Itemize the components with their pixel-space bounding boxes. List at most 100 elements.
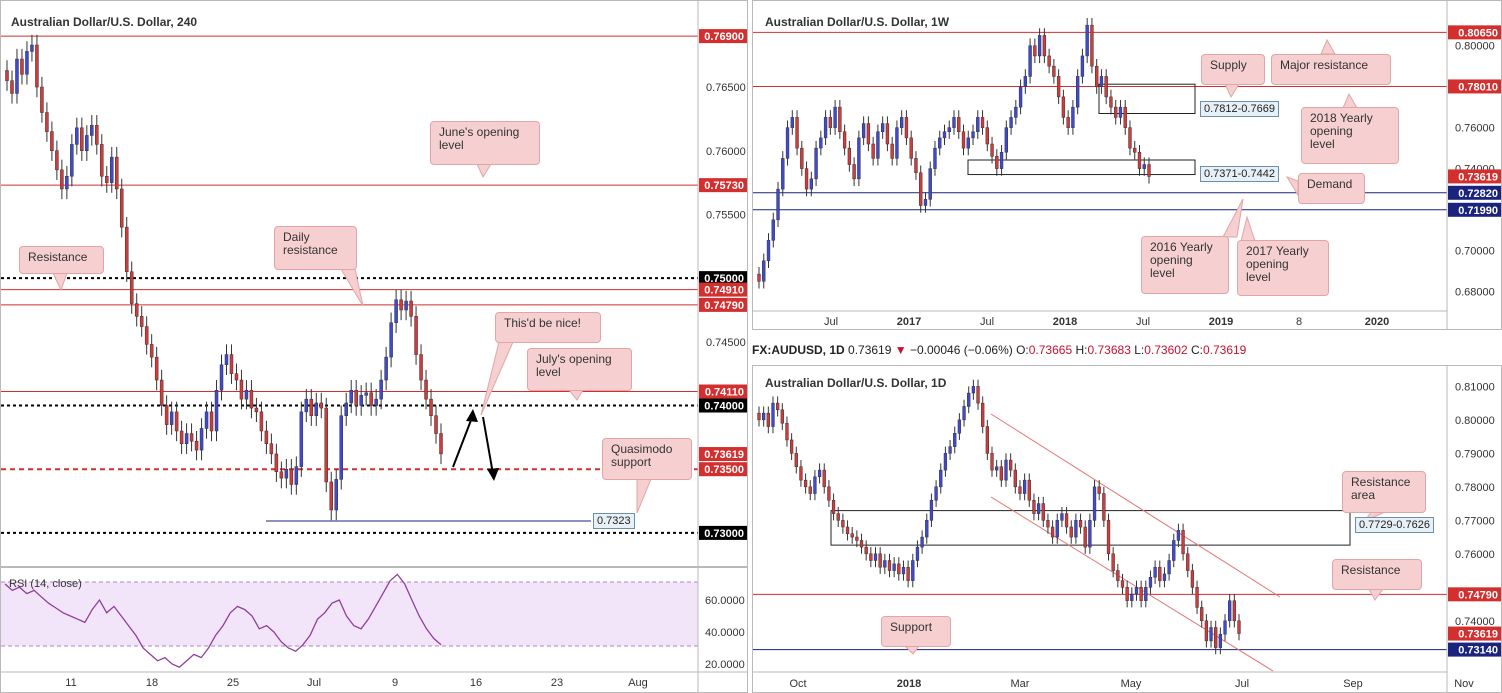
w-y-tick-label: 0.68000	[1455, 287, 1495, 299]
rsi-panel[interactable]: 60.0000 40.0000 20.0000 11 18 25 Jul 9 16 23 Aug …	[0, 567, 748, 693]
d-candle-body	[1116, 570, 1120, 581]
h4-candle-body	[299, 411, 304, 467]
july-open-pointer	[567, 389, 584, 401]
last-price: 0.73619	[848, 343, 892, 357]
d-candle-body	[808, 486, 812, 494]
d-x-tick-label: Mar	[1011, 678, 1030, 690]
w-candle-body	[800, 147, 804, 169]
h4-time-axis: 11 18 25 Jul 9 16 23 Aug	[65, 677, 648, 689]
h4-price-badge	[699, 447, 747, 462]
d-candle-body	[1013, 469, 1017, 488]
d-candle-body	[1027, 479, 1031, 501]
weekly-chart-panel[interactable]: 0.800000.780000.760000.740000.720000.700…	[752, 0, 1502, 330]
weekly-time-axis: Jul 2017 Jul 2018 Jul 2019 8 2020	[824, 316, 1389, 328]
h4-candle-body	[344, 402, 348, 416]
d-candle-body	[766, 412, 770, 427]
d-y-tick-label: 0.74000	[1455, 616, 1495, 628]
yearly-2016-callout: 2016 Yearly opening level	[1141, 236, 1229, 294]
h4-candle-body	[10, 80, 14, 94]
w-candle-body	[895, 127, 899, 159]
d-candle-body	[1092, 486, 1097, 521]
daily-chart-panel[interactable]: 0.81000 0.80000 0.79000 0.78000 0.77000 0.760…	[752, 365, 1502, 693]
w-price-badge	[1448, 79, 1501, 94]
w-candle-body	[838, 106, 842, 132]
h4-candle-body	[269, 443, 274, 455]
h4-price-badge-text: 0.73000	[704, 528, 744, 540]
d-y-tick-label: 0.78000	[1455, 482, 1495, 494]
d-candle-body	[985, 426, 989, 454]
d-candle-body	[1223, 620, 1227, 635]
resistance-callout: Resistance	[19, 246, 104, 274]
down-arrowhead	[487, 468, 499, 481]
d-candle-body	[957, 419, 962, 434]
d-candle-body	[1228, 600, 1232, 622]
d-candle-body	[1088, 520, 1092, 548]
h4-price-badge-text: 0.74110	[705, 387, 744, 399]
rsi-y-tick-label: 20.0000	[705, 659, 745, 671]
d-candle-body	[1162, 573, 1167, 581]
w-candle-body	[1033, 45, 1037, 57]
w-price-badge	[1448, 25, 1501, 40]
h4-chart-panel[interactable]: 0.76500 0.76000 0.75500 0.74500 0.76900 0.75…	[0, 0, 748, 567]
h4-candle-body	[284, 468, 289, 479]
d-candle-body	[1106, 520, 1111, 555]
h4-price-badge	[699, 384, 747, 399]
d-candle-body	[939, 469, 943, 488]
h4-candle-body	[164, 405, 169, 425]
w-candle-body	[1066, 117, 1070, 128]
w-candle-body	[919, 172, 923, 206]
h4-candle-body	[424, 379, 428, 400]
h4-price-badge	[699, 398, 747, 413]
d-candle-body	[822, 469, 826, 488]
h4-candle-body	[319, 402, 324, 409]
h4-candle-body	[169, 411, 174, 425]
w-candle-body	[842, 131, 847, 149]
h4-candle-body	[214, 389, 219, 432]
daily-time-axis: Oct 2018 Mar May Jul Sep Nov	[789, 678, 1474, 690]
d-candle-body	[1181, 530, 1185, 555]
w-x-tick-label: Jul	[1136, 316, 1150, 328]
h4-candle-body	[60, 169, 64, 190]
w-candle-body	[866, 123, 871, 145]
h4-candle-body	[25, 51, 29, 75]
w-candle-body	[1023, 76, 1028, 87]
d-candle-body	[1148, 577, 1153, 588]
w-candle-body	[1099, 76, 1104, 87]
h4-candle-body	[414, 316, 418, 355]
h4-candle-body	[144, 326, 149, 345]
d-candle-body	[948, 446, 952, 454]
h4-price-badge	[699, 178, 747, 193]
h4-candle-body	[389, 322, 393, 358]
d-candle-body	[1060, 513, 1064, 521]
d-candle-body	[762, 412, 766, 421]
h4-candle-body	[339, 415, 343, 480]
d-candle-body	[1097, 486, 1101, 494]
h4-candle-body	[229, 354, 234, 374]
h4-y-tick-label: 0.76000	[706, 146, 746, 158]
d-candle-body	[887, 560, 892, 571]
daily-candles	[757, 379, 1241, 655]
d-candle-body	[1204, 620, 1209, 642]
d-candle-body	[878, 553, 882, 568]
h4-price-badge	[699, 282, 747, 297]
d-price-badge	[1448, 642, 1501, 657]
qm-support-pointer	[636, 478, 652, 514]
low-value: 0.73602	[1144, 343, 1188, 357]
h4-candle-body	[324, 407, 329, 483]
d-candle-body	[813, 476, 817, 494]
h4-candle-body	[5, 70, 9, 81]
h4-candle-body	[264, 430, 269, 444]
w-candle-body	[923, 199, 928, 206]
h4-candle-body	[134, 303, 139, 317]
w-candle-body	[880, 123, 885, 132]
h4-candle-body	[119, 188, 124, 228]
channel-lower-line	[990, 496, 1274, 672]
w-candle-body	[776, 188, 780, 221]
w-candle-body	[1075, 76, 1080, 108]
nice-callout: This'd be nice!	[495, 312, 601, 343]
w-candle-body	[971, 131, 975, 139]
h4-candle-body	[309, 398, 314, 416]
d-candle-body	[1186, 553, 1190, 571]
w-candle-body	[1056, 76, 1061, 98]
